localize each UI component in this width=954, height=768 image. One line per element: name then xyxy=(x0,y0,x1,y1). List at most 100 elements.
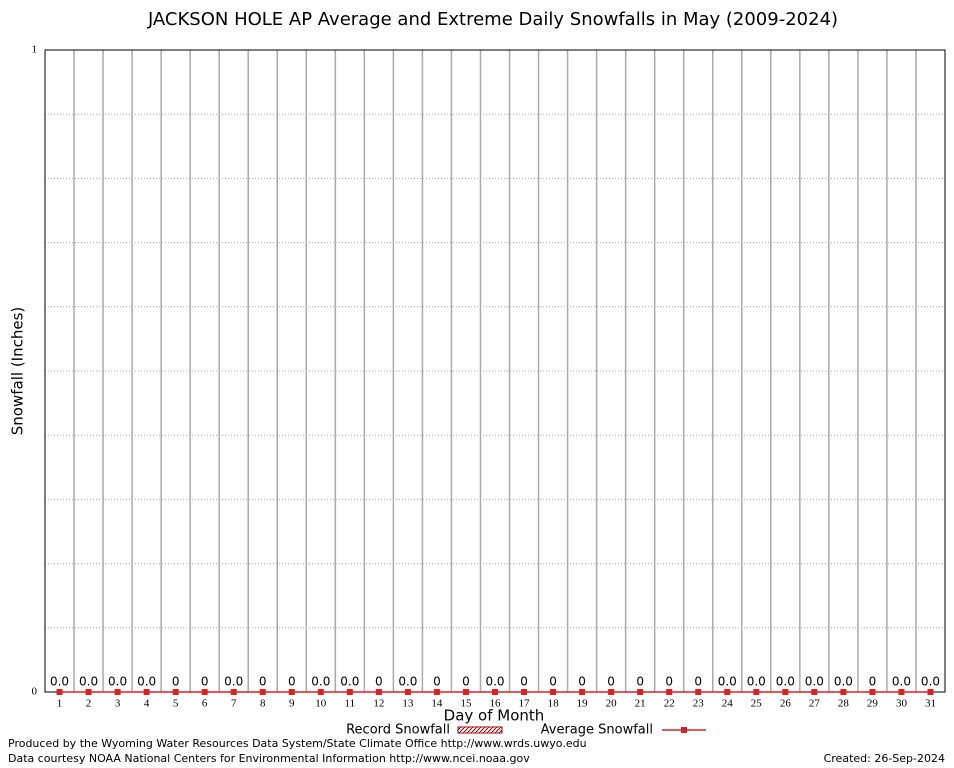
y-axis-label: Snowfall (Inches) xyxy=(9,307,27,435)
average-marker xyxy=(753,689,760,695)
average-marker xyxy=(201,689,208,695)
x-tick-label: 21 xyxy=(635,698,646,710)
x-tick-label: 15 xyxy=(460,698,472,710)
average-marker xyxy=(404,689,411,695)
average-marker xyxy=(230,689,237,695)
footer-text: Produced by the Wyoming Water Resources … xyxy=(8,737,587,750)
value-label: 0.0 xyxy=(398,675,417,689)
average-marker xyxy=(782,689,789,695)
average-marker xyxy=(840,689,847,695)
average-marker xyxy=(172,689,179,695)
value-label: 0 xyxy=(694,675,702,689)
average-marker xyxy=(346,689,353,695)
footer-text: Data courtesy NOAA National Centers for … xyxy=(8,752,530,765)
average-marker xyxy=(579,689,586,695)
average-marker xyxy=(492,689,498,695)
average-marker xyxy=(724,689,731,695)
chart-title: JACKSON HOLE AP Average and Extreme Dail… xyxy=(147,9,838,30)
x-tick-label: 4 xyxy=(144,698,150,710)
x-tick-label: 25 xyxy=(751,698,763,710)
value-label: 0.0 xyxy=(224,675,243,689)
x-tick-label: 1 xyxy=(57,698,63,710)
x-tick-label: 2 xyxy=(86,698,92,710)
average-marker xyxy=(114,689,121,695)
x-tick-label: 6 xyxy=(202,698,208,710)
value-label: 0 xyxy=(201,675,209,689)
value-label: 0 xyxy=(578,675,586,689)
value-label: 0.0 xyxy=(776,675,795,689)
value-label: 0 xyxy=(288,675,296,689)
x-tick-label: 3 xyxy=(115,698,121,710)
x-tick-label: 8 xyxy=(260,698,266,710)
value-label: 0.0 xyxy=(79,675,98,689)
x-tick-label: 12 xyxy=(373,698,384,710)
x-tick-label: 10 xyxy=(315,698,327,710)
value-label: 0.0 xyxy=(108,675,127,689)
x-axis-label: Day of Month xyxy=(444,707,545,725)
x-tick-label: 11 xyxy=(345,698,356,710)
x-tick-label: 31 xyxy=(925,698,936,710)
value-label: 0.0 xyxy=(747,675,766,689)
average-marker xyxy=(56,689,63,695)
average-marker xyxy=(811,689,818,695)
legend-label: Record Snowfall xyxy=(346,723,450,738)
average-marker xyxy=(143,689,150,695)
x-tick-label: 30 xyxy=(896,698,908,710)
value-label: 0.0 xyxy=(485,675,504,689)
x-tick-label: 7 xyxy=(231,698,237,710)
value-label: 0 xyxy=(462,675,470,689)
value-label: 0 xyxy=(665,675,673,689)
x-tick-label: 26 xyxy=(780,698,792,710)
average-marker xyxy=(637,689,644,695)
legend-swatch xyxy=(457,726,503,734)
value-label: 0.0 xyxy=(892,675,911,689)
x-tick-label: 16 xyxy=(490,698,502,710)
average-marker xyxy=(433,689,440,695)
x-tick-label: 17 xyxy=(519,698,531,710)
average-marker xyxy=(898,689,905,695)
average-marker xyxy=(288,689,295,695)
x-tick-label: 14 xyxy=(431,698,443,710)
x-tick-label: 13 xyxy=(402,698,414,710)
average-marker xyxy=(521,689,528,695)
footer-text: Created: 26-Sep-2024 xyxy=(824,752,945,765)
y-tick-label: 1 xyxy=(32,44,38,56)
average-marker xyxy=(695,689,702,695)
legend-label: Average Snowfall xyxy=(541,723,653,738)
value-label: 0.0 xyxy=(921,675,940,689)
average-marker xyxy=(375,689,382,695)
x-tick-label: 23 xyxy=(693,698,705,710)
average-marker xyxy=(259,689,266,695)
x-tick-label: 18 xyxy=(548,698,560,710)
legend-marker xyxy=(681,727,687,733)
x-tick-label: 27 xyxy=(809,698,821,710)
value-label: 0.0 xyxy=(137,675,156,689)
x-tick-label: 19 xyxy=(577,698,589,710)
value-label: 0.0 xyxy=(340,675,359,689)
value-label: 0.0 xyxy=(718,675,737,689)
x-tick-label: 5 xyxy=(173,698,179,710)
value-label: 0.0 xyxy=(50,675,69,689)
value-label: 0 xyxy=(549,675,557,689)
average-marker xyxy=(550,689,557,695)
x-tick-label: 9 xyxy=(289,698,295,710)
average-marker xyxy=(462,689,469,695)
x-tick-label: 28 xyxy=(838,698,850,710)
value-label: 0 xyxy=(375,675,383,689)
value-label: 0.0 xyxy=(805,675,824,689)
x-tick-label: 24 xyxy=(722,698,734,710)
value-label: 0.0 xyxy=(834,675,853,689)
average-marker xyxy=(317,689,324,695)
value-label: 0 xyxy=(520,675,528,689)
x-tick-label: 20 xyxy=(606,698,618,710)
value-label: 0 xyxy=(607,675,615,689)
value-label: 0 xyxy=(636,675,644,689)
value-label: 0 xyxy=(172,675,180,689)
average-marker xyxy=(85,689,92,695)
average-marker xyxy=(608,689,615,695)
average-marker xyxy=(869,689,876,695)
x-tick-label: 22 xyxy=(664,698,675,710)
value-label: 0 xyxy=(259,675,267,689)
value-label: 0 xyxy=(869,675,877,689)
